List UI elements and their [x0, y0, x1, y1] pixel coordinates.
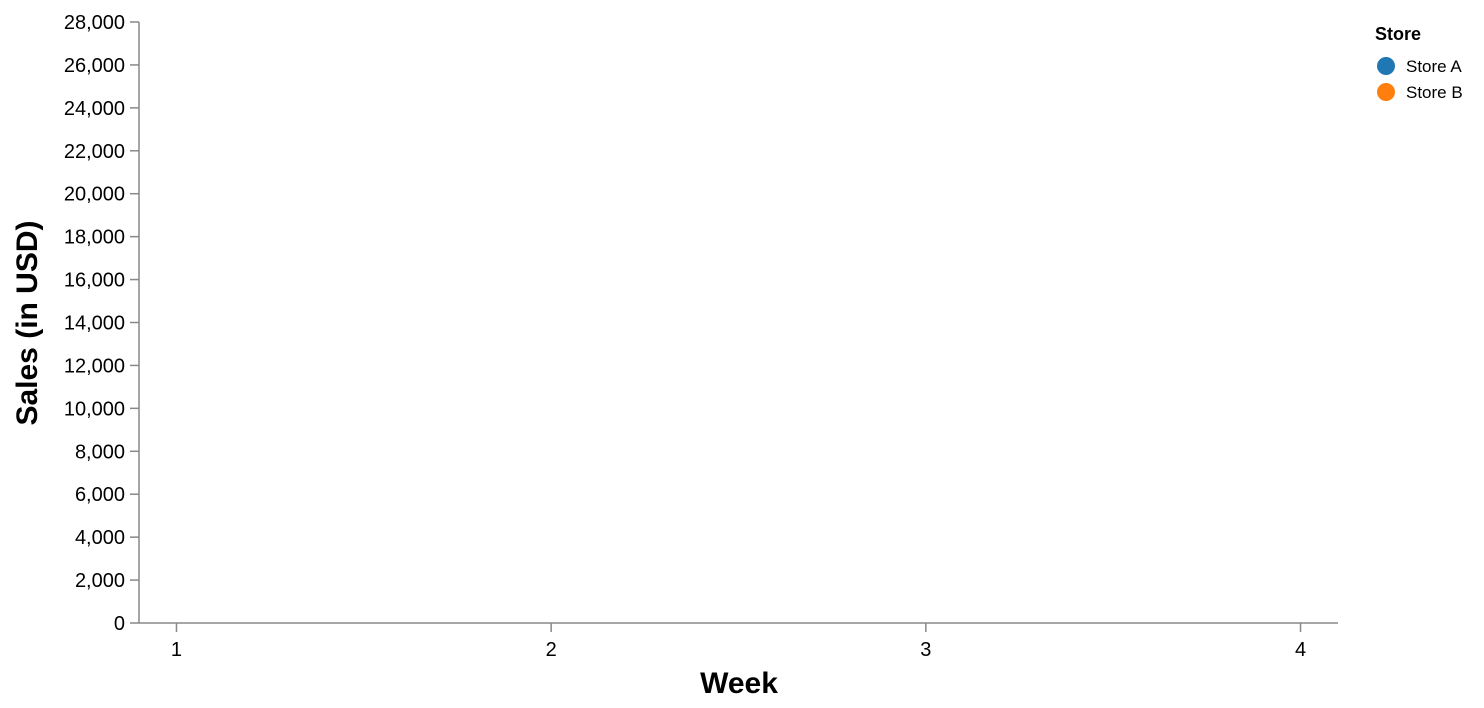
x-tick-label: 3 [920, 639, 931, 661]
x-tick-label: 2 [546, 639, 557, 661]
legend-label-store-b: Store B [1406, 83, 1463, 102]
legend-swatch-store-b [1377, 83, 1395, 101]
y-tick-label: 16,000 [64, 270, 125, 292]
y-tick-label: 14,000 [64, 313, 125, 335]
legend-title: Store [1375, 24, 1421, 44]
y-tick-label: 8,000 [75, 441, 125, 463]
y-tick-label: 24,000 [64, 98, 125, 120]
y-tick-label: 4,000 [75, 527, 125, 549]
y-tick-label: 26,000 [64, 55, 125, 77]
y-axis-title: Sales (in USD) [11, 220, 44, 425]
y-tick-label: 22,000 [64, 141, 125, 163]
legend-entry-store-b[interactable]: Store B [1377, 83, 1463, 102]
y-tick-label: 6,000 [75, 484, 125, 506]
x-axis-ticks: 1 2 3 4 [171, 623, 1306, 661]
y-tick-label: 20,000 [64, 184, 125, 206]
x-axis: 1 2 3 4 [139, 622, 1338, 661]
x-tick-label: 1 [171, 639, 182, 661]
y-tick-label: 10,000 [64, 398, 125, 420]
legend-entry-store-a[interactable]: Store A [1377, 57, 1462, 76]
y-tick-label: 2,000 [75, 570, 125, 592]
x-axis-title: Week [700, 667, 778, 700]
y-tick-label: 0 [114, 613, 125, 635]
y-axis-ticks: 0 2,000 4,000 6,000 8,000 10,000 12,000 14,000 1… [64, 12, 139, 635]
legend-swatch-store-a [1377, 57, 1395, 75]
y-tick-label: 28,000 [64, 12, 125, 34]
y-tick-label: 18,000 [64, 227, 125, 249]
y-axis: 0 2,000 4,000 6,000 8,000 10,000 12,000 14,000 1… [64, 12, 140, 635]
y-tick-label: 12,000 [64, 355, 125, 377]
legend-label-store-a: Store A [1406, 57, 1462, 76]
x-tick-label: 4 [1295, 639, 1306, 661]
legend: Store Store A Store B [1375, 24, 1463, 102]
